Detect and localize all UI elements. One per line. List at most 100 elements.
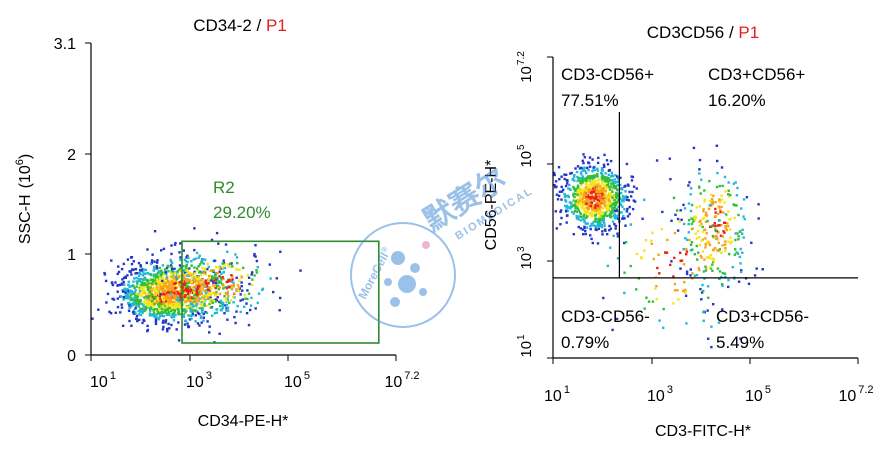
density-point	[576, 165, 580, 168]
density-point	[720, 194, 723, 197]
density-point	[156, 289, 159, 292]
density-point	[687, 222, 690, 226]
plot-cd3cd56-y-ticks: 101 103 105 107.2	[516, 51, 553, 359]
density-point	[679, 259, 682, 263]
density-point	[152, 268, 155, 272]
density-point	[651, 300, 655, 303]
density-point	[604, 211, 607, 215]
density-point	[566, 182, 569, 185]
density-point	[174, 286, 177, 290]
density-point	[598, 215, 601, 219]
density-point	[196, 306, 199, 309]
density-point	[137, 309, 140, 313]
density-point	[197, 299, 200, 303]
density-point	[609, 227, 613, 230]
density-point	[737, 280, 741, 283]
density-point	[184, 286, 188, 290]
density-point	[194, 314, 197, 317]
density-point	[700, 178, 703, 181]
density-point	[608, 192, 611, 195]
density-point	[580, 202, 583, 205]
density-point	[174, 292, 177, 295]
density-point	[177, 339, 181, 342]
density-point	[700, 291, 704, 294]
density-point	[184, 260, 188, 263]
density-point	[195, 277, 198, 281]
density-point	[176, 307, 179, 311]
density-point	[601, 233, 604, 236]
y-tick-label: 0	[67, 348, 76, 365]
density-point	[738, 255, 742, 259]
density-point	[126, 288, 129, 291]
density-point	[577, 209, 580, 212]
density-point	[234, 321, 237, 325]
density-point	[587, 179, 590, 182]
density-point	[134, 267, 138, 271]
density-point	[682, 248, 685, 251]
density-point	[178, 264, 182, 267]
density-point	[141, 290, 145, 293]
density-point	[215, 291, 218, 294]
density-point	[669, 263, 672, 267]
density-point	[599, 221, 602, 225]
density-point	[198, 285, 201, 288]
density-point	[731, 266, 734, 269]
density-point	[178, 281, 182, 284]
density-point	[689, 243, 693, 246]
density-point	[600, 187, 603, 190]
density-point	[117, 270, 121, 274]
density-point	[577, 201, 581, 205]
density-point	[624, 241, 628, 244]
density-point	[208, 302, 211, 306]
density-point	[565, 214, 569, 217]
density-point	[253, 274, 256, 277]
density-point	[573, 195, 576, 199]
density-point	[602, 188, 605, 191]
density-point	[209, 294, 212, 297]
density-point	[128, 306, 131, 310]
density-point	[682, 263, 686, 266]
density-point	[693, 274, 697, 277]
density-point	[196, 322, 200, 325]
density-point	[716, 238, 719, 241]
density-point	[152, 311, 156, 315]
density-point	[224, 292, 227, 295]
density-point	[236, 304, 239, 308]
density-point	[137, 305, 140, 308]
density-point	[143, 290, 146, 293]
density-point	[229, 299, 233, 302]
density-point	[182, 309, 185, 313]
density-point	[603, 213, 607, 217]
density-point	[200, 321, 203, 324]
density-point	[241, 289, 244, 292]
density-point	[608, 188, 612, 191]
density-point	[605, 197, 609, 200]
density-point	[201, 302, 204, 306]
density-point	[255, 259, 259, 263]
density-point	[212, 280, 216, 283]
density-point	[138, 301, 141, 305]
density-point	[173, 295, 176, 299]
density-point	[715, 185, 719, 189]
density-point	[615, 196, 618, 200]
density-point	[261, 287, 265, 290]
density-point	[616, 214, 619, 218]
density-point	[627, 199, 631, 202]
density-point	[214, 281, 217, 285]
density-point	[226, 306, 230, 309]
density-point	[138, 288, 141, 291]
density-point	[569, 188, 572, 191]
density-point	[208, 292, 211, 295]
density-point	[122, 324, 125, 327]
density-point	[216, 296, 219, 299]
density-point	[174, 306, 177, 310]
density-point	[211, 269, 214, 272]
density-point	[712, 194, 715, 198]
density-point	[595, 210, 598, 213]
density-point	[585, 193, 588, 196]
density-point	[163, 284, 166, 287]
density-point	[134, 289, 137, 292]
density-point	[195, 310, 198, 313]
density-point	[576, 207, 580, 210]
density-point	[158, 302, 161, 305]
